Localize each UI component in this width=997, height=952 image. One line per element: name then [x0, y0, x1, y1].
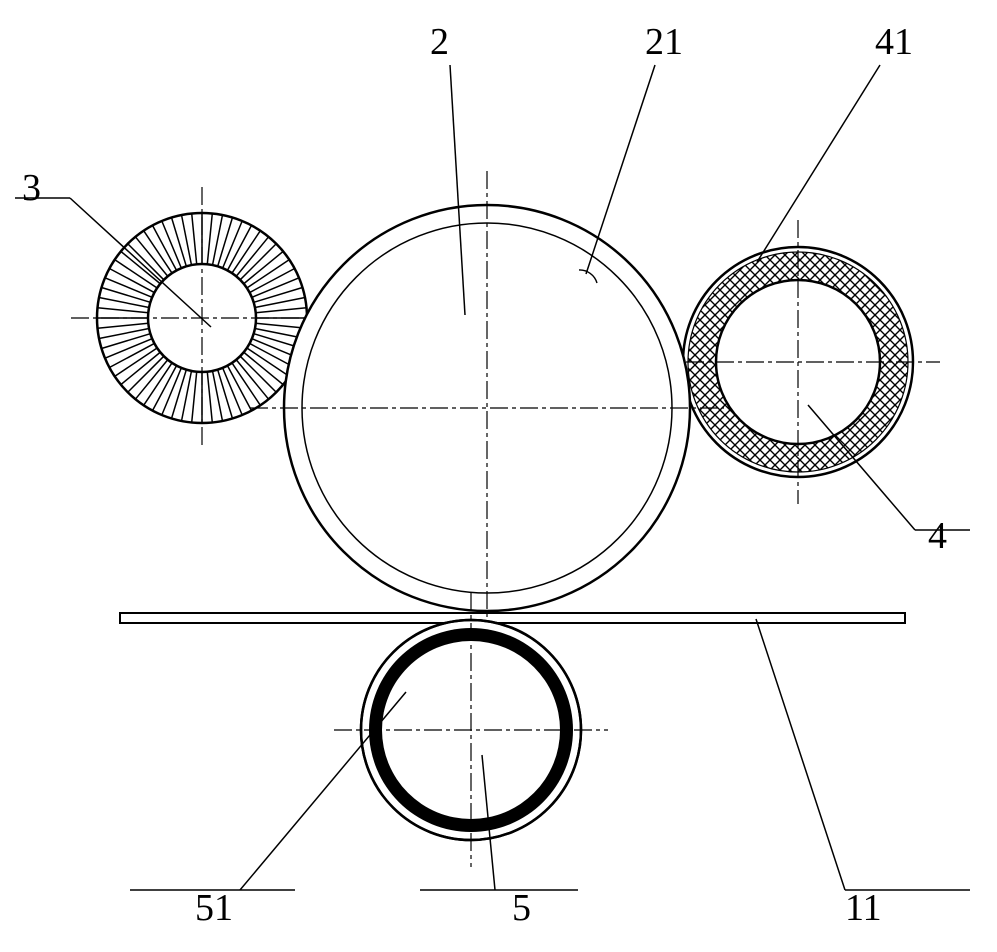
plate-11 — [120, 613, 905, 623]
label-l11: 11 — [845, 887, 882, 929]
label-l51: 51 — [195, 887, 233, 929]
label-l5: 5 — [512, 887, 531, 929]
label-l21: 21 — [645, 21, 683, 63]
label-l3: 3 — [22, 167, 41, 209]
label-l4: 4 — [928, 515, 947, 557]
leader-l21 — [586, 65, 655, 274]
leader-l11 — [756, 619, 845, 890]
leader-l41 — [757, 65, 880, 262]
label-l2: 2 — [430, 21, 449, 63]
label-l41: 41 — [875, 21, 913, 63]
